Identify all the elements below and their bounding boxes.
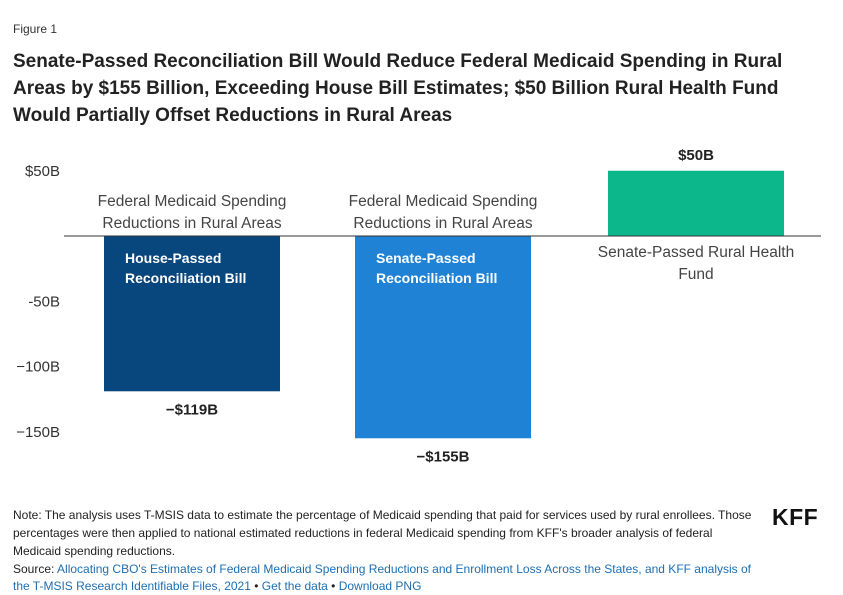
- data-label: −$155B: [417, 448, 470, 465]
- chart-note: Note: The analysis uses T-MSIS data to e…: [13, 508, 752, 558]
- y-tick-label: −100B: [16, 359, 60, 376]
- data-label: −$119B: [166, 401, 218, 418]
- bar: [104, 236, 280, 392]
- category-label: Federal Medicaid Spending: [98, 193, 287, 210]
- bar-inner-label: Senate-Passed: [376, 250, 476, 266]
- chart-source: Source: Allocating CBO's Estimates of Fe…: [13, 561, 753, 595]
- y-tick-label: $50B: [25, 163, 60, 180]
- source-separator: •: [327, 579, 339, 593]
- data-label: $50B: [678, 147, 714, 164]
- y-tick-label: -50B: [28, 293, 60, 310]
- category-label: Reductions in Rural Areas: [102, 215, 281, 232]
- category-label: Senate-Passed Rural Health: [598, 244, 794, 261]
- chart-title: Senate-Passed Reconciliation Bill Would …: [13, 51, 783, 126]
- source-link[interactable]: Allocating CBO's Estimates of Federal Me…: [13, 562, 752, 593]
- get-the-data-link[interactable]: Get the data: [261, 579, 328, 593]
- source-prefix: Source:: [13, 562, 58, 576]
- source-separator: •: [250, 579, 262, 593]
- bar-inner-label: Reconciliation Bill: [125, 270, 246, 286]
- figure-label: Figure 1: [13, 22, 58, 36]
- category-label: Fund: [678, 266, 713, 283]
- bar: [608, 170, 784, 236]
- download-png-link[interactable]: Download PNG: [338, 579, 422, 593]
- kff-logo: KFF: [772, 504, 819, 530]
- bar-inner-label: Reconciliation Bill: [376, 270, 497, 286]
- bar-inner-label: House-Passed: [125, 250, 221, 266]
- y-tick-label: −150B: [16, 424, 60, 441]
- category-label: Reductions in Rural Areas: [353, 215, 532, 232]
- category-label: Federal Medicaid Spending: [349, 193, 538, 210]
- bar: [355, 236, 531, 439]
- bar-chart: $50B -50B −100B −150B Federal Medicaid Spend…: [16, 147, 821, 465]
